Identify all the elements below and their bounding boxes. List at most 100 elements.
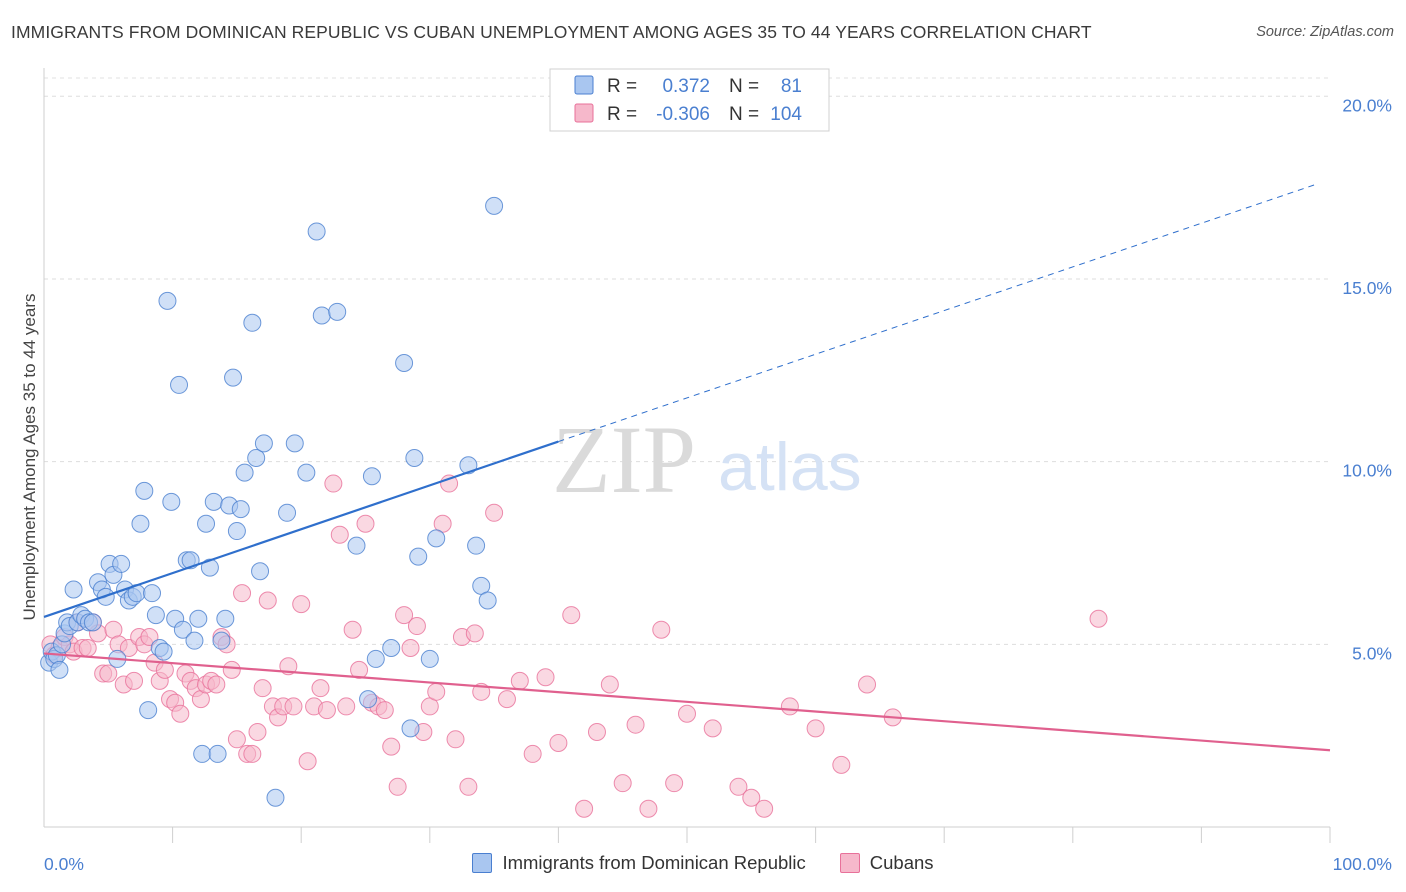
legend-label-dominican: Immigrants from Dominican Republic <box>502 852 806 873</box>
data-point <box>297 463 316 482</box>
data-point <box>523 744 542 763</box>
watermark-atlas: atlas <box>718 429 862 505</box>
data-point <box>258 591 277 610</box>
data-point <box>292 595 311 614</box>
legend-r-label: R = <box>607 104 637 125</box>
data-point <box>173 620 192 639</box>
data-point <box>639 799 658 818</box>
data-point <box>678 704 696 723</box>
legend-n-label: N = <box>729 104 759 125</box>
data-point <box>233 584 252 603</box>
data-point <box>135 481 154 500</box>
data-point <box>485 196 504 215</box>
legend-swatch-pink <box>839 853 860 873</box>
data-point <box>64 580 83 599</box>
source-credit: Source: ZipAtlas.com <box>1256 24 1394 40</box>
data-point <box>193 744 212 763</box>
legend-item-cubans[interactable]: Cubans <box>839 852 934 874</box>
legend-n-label: N = <box>729 76 759 97</box>
data-point <box>652 620 671 639</box>
data-point <box>197 514 216 533</box>
legend-n-value: 104 <box>770 104 802 125</box>
data-point <box>222 660 241 679</box>
data-point <box>459 777 478 796</box>
data-point <box>140 628 159 647</box>
bottom-legend: Immigrants from Dominican Republic Cuban… <box>0 852 1406 874</box>
gridlines <box>44 77 1330 645</box>
trend-line-extension <box>558 183 1318 443</box>
data-point <box>243 744 262 763</box>
data-point <box>755 799 774 818</box>
data-point <box>284 697 303 716</box>
axes <box>43 68 1331 843</box>
data-point <box>131 514 150 533</box>
legend-item-dominican[interactable]: Immigrants from Dominican Republic <box>472 852 806 874</box>
data-point <box>143 584 162 603</box>
data-point <box>510 671 529 690</box>
data-point <box>253 679 272 698</box>
data-point <box>247 448 266 467</box>
data-point <box>832 755 851 774</box>
data-point <box>231 500 250 519</box>
data-point <box>420 649 439 668</box>
data-point <box>405 448 424 467</box>
data-point <box>78 638 97 657</box>
y-tick-labels: 5.0% 10.0% 15.0% 20.0% <box>1342 95 1392 663</box>
data-point <box>562 606 581 625</box>
data-point <box>478 591 497 610</box>
data-point <box>497 690 516 709</box>
data-point <box>382 638 401 657</box>
data-point <box>227 522 246 541</box>
data-point <box>216 609 235 628</box>
data-point <box>600 675 619 694</box>
data-point <box>204 492 223 511</box>
data-point <box>703 719 722 738</box>
data-point <box>50 660 69 679</box>
data-point <box>465 624 484 643</box>
legend-label-cubans: Cubans <box>869 852 934 873</box>
data-point <box>409 547 428 566</box>
data-point <box>347 536 366 555</box>
data-point <box>200 558 219 577</box>
data-point <box>427 682 446 701</box>
data-point <box>446 730 465 749</box>
data-point <box>243 313 262 332</box>
watermark-zip: ZIP <box>552 406 696 513</box>
legend-r-value: -0.306 <box>656 104 710 125</box>
data-point <box>366 649 385 668</box>
trend-line <box>43 440 559 618</box>
data-point <box>278 503 297 522</box>
legend-swatch-blue <box>472 853 493 873</box>
legend-swatch-blue <box>574 75 594 95</box>
y-tick-label: 15.0% <box>1342 278 1392 298</box>
data-point <box>350 660 369 679</box>
data-point <box>407 617 426 636</box>
stats-legend: R = 0.372 N = 81 R = -0.306 N = 104 <box>549 68 830 132</box>
legend-n-value: 81 <box>781 76 802 97</box>
data-point <box>311 679 330 698</box>
data-point <box>742 788 761 807</box>
data-point <box>312 306 331 325</box>
data-point <box>170 375 189 394</box>
data-point <box>359 690 378 709</box>
data-point <box>171 704 190 723</box>
x-tick-label: 0.0% <box>44 854 84 874</box>
data-point <box>626 715 645 734</box>
data-point <box>665 774 684 793</box>
data-point <box>575 799 594 818</box>
data-point <box>343 620 362 639</box>
data-point <box>401 638 420 657</box>
trend-lines <box>43 183 1331 752</box>
data-point <box>780 697 799 716</box>
data-point <box>207 675 226 694</box>
data-point <box>158 291 177 310</box>
data-point <box>212 631 231 650</box>
y-axis-label: Unemployment Among Ages 35 to 44 years <box>20 294 39 621</box>
data-point <box>858 675 877 694</box>
data-point <box>459 456 478 475</box>
data-point <box>298 752 317 771</box>
x-tick-label: 100.0% <box>1333 854 1392 874</box>
data-point <box>189 609 208 628</box>
data-point <box>549 733 568 752</box>
data-point <box>324 474 343 493</box>
